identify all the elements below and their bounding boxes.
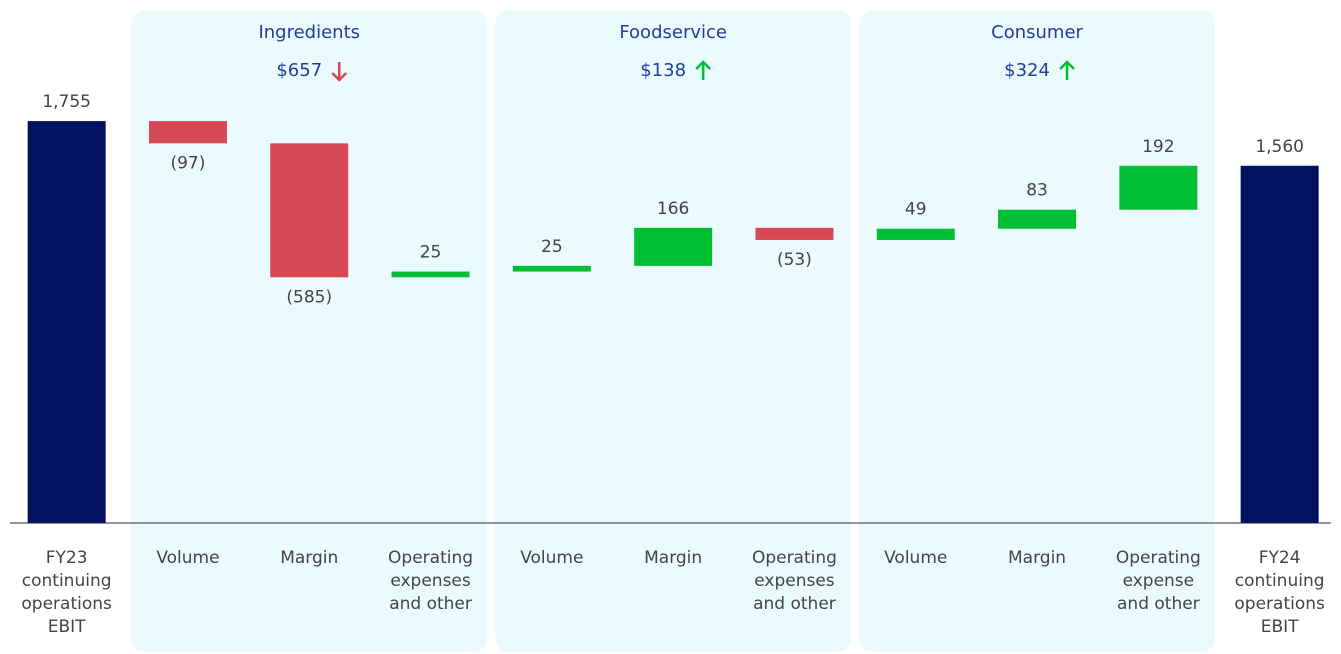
group-title: Foodservice — [619, 22, 727, 43]
group-total: $657 — [276, 60, 322, 81]
x-tick-label: EBIT — [48, 617, 86, 637]
bar — [998, 209, 1077, 229]
bar — [1240, 165, 1319, 523]
value-label: 25 — [420, 243, 442, 263]
x-tick-label: Volume — [520, 548, 583, 568]
bar — [634, 227, 713, 266]
value-label: 192 — [1142, 137, 1174, 157]
x-tick-label: and other — [753, 594, 836, 614]
x-tick-label: Operating — [1116, 548, 1201, 568]
x-tick-label: continuing — [1235, 571, 1325, 591]
x-tick-label: and other — [389, 594, 472, 614]
bar — [148, 121, 227, 144]
x-tick-label: FY23 — [46, 548, 88, 568]
x-tick-label: expense — [1123, 571, 1195, 591]
value-label: 1,560 — [1255, 137, 1304, 157]
value-label: 166 — [657, 199, 689, 219]
value-label: (97) — [170, 153, 205, 173]
x-tick-label: Operating — [388, 548, 473, 568]
x-tick-label: and other — [1117, 594, 1200, 614]
x-tick-label: Margin — [280, 548, 338, 568]
x-tick-label: Operating — [752, 548, 837, 568]
trend-arrow — [331, 62, 348, 82]
group-total: $138 — [640, 60, 686, 81]
bar — [27, 121, 106, 523]
bar — [1119, 165, 1198, 210]
trend-arrow — [1059, 60, 1075, 80]
bar — [876, 228, 955, 240]
group-total: $324 — [1004, 60, 1050, 81]
trend-arrow — [695, 60, 712, 80]
bar — [391, 271, 470, 278]
x-tick-label: EBIT — [1261, 617, 1299, 637]
value-label: 25 — [541, 237, 563, 257]
group-panel — [131, 10, 488, 652]
x-tick-label: FY24 — [1259, 548, 1301, 568]
x-tick-label: Volume — [156, 548, 219, 568]
value-label: 1,755 — [42, 92, 91, 112]
value-label: (585) — [286, 287, 332, 307]
bar — [512, 265, 591, 272]
value-label: (53) — [777, 250, 812, 270]
x-tick-label: expenses — [754, 571, 835, 591]
x-tick-label: Volume — [884, 548, 947, 568]
x-tick-label: expenses — [390, 571, 471, 591]
group-title: Consumer — [991, 22, 1083, 43]
x-tick-label: Margin — [644, 548, 702, 568]
x-tick-label: Margin — [1008, 548, 1066, 568]
group-panel — [495, 10, 852, 652]
bar — [270, 143, 349, 278]
bar — [755, 227, 834, 240]
x-tick-label: continuing — [22, 571, 112, 591]
x-tick-label: operations — [1234, 594, 1325, 614]
x-tick-label: operations — [21, 594, 112, 614]
value-label: 49 — [905, 200, 927, 220]
group-title: Ingredients — [258, 22, 360, 43]
value-label: 83 — [1026, 181, 1048, 201]
